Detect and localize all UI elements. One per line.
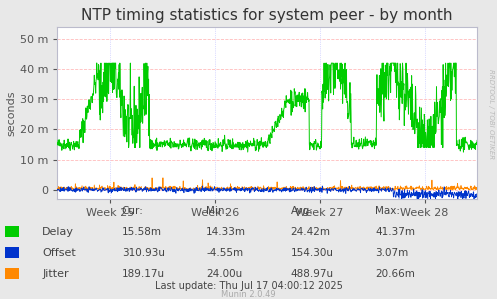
Text: 24.42m: 24.42m <box>291 227 331 237</box>
Y-axis label: seconds: seconds <box>7 90 17 136</box>
Text: Cur:: Cur: <box>122 206 144 216</box>
Text: 3.07m: 3.07m <box>375 248 409 258</box>
Text: 41.37m: 41.37m <box>375 227 415 237</box>
Text: Min:: Min: <box>206 206 229 216</box>
Text: Offset: Offset <box>42 248 76 258</box>
Text: RRDTOOL / TOBI OETIKER: RRDTOOL / TOBI OETIKER <box>488 68 494 159</box>
Text: Jitter: Jitter <box>42 269 69 279</box>
Text: 20.66m: 20.66m <box>375 269 415 279</box>
Text: Max:: Max: <box>375 206 400 216</box>
Text: 310.93u: 310.93u <box>122 248 165 258</box>
Text: 488.97u: 488.97u <box>291 269 334 279</box>
Text: 15.58m: 15.58m <box>122 227 162 237</box>
Text: Last update: Thu Jul 17 04:00:12 2025: Last update: Thu Jul 17 04:00:12 2025 <box>155 281 342 291</box>
Text: 24.00u: 24.00u <box>206 269 243 279</box>
Text: Munin 2.0.49: Munin 2.0.49 <box>221 290 276 299</box>
Text: Delay: Delay <box>42 227 74 237</box>
Title: NTP timing statistics for system peer - by month: NTP timing statistics for system peer - … <box>82 8 453 23</box>
Text: 189.17u: 189.17u <box>122 269 165 279</box>
Text: Avg:: Avg: <box>291 206 314 216</box>
Text: 14.33m: 14.33m <box>206 227 246 237</box>
Text: -4.55m: -4.55m <box>206 248 244 258</box>
Text: 154.30u: 154.30u <box>291 248 334 258</box>
